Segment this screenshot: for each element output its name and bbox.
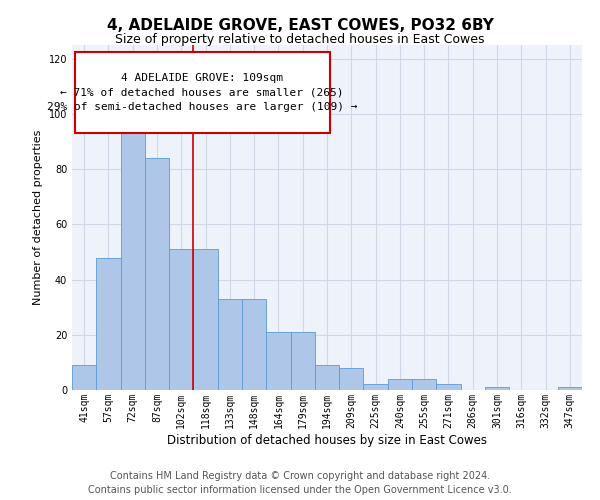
- Bar: [169, 249, 193, 390]
- Bar: [315, 365, 339, 390]
- Text: Size of property relative to detached houses in East Cowes: Size of property relative to detached ho…: [115, 32, 485, 46]
- Text: Contains HM Land Registry data © Crown copyright and database right 2024.
Contai: Contains HM Land Registry data © Crown c…: [88, 471, 512, 495]
- Bar: [364, 384, 388, 390]
- Bar: [121, 117, 145, 390]
- Text: 4, ADELAIDE GROVE, EAST COWES, PO32 6BY: 4, ADELAIDE GROVE, EAST COWES, PO32 6BY: [107, 18, 493, 32]
- Bar: [72, 365, 96, 390]
- Bar: [242, 299, 266, 390]
- Bar: [193, 249, 218, 390]
- Y-axis label: Number of detached properties: Number of detached properties: [33, 130, 43, 305]
- Bar: [388, 379, 412, 390]
- X-axis label: Distribution of detached houses by size in East Cowes: Distribution of detached houses by size …: [167, 434, 487, 446]
- FancyBboxPatch shape: [74, 52, 329, 133]
- Text: 4 ADELAIDE GROVE: 109sqm
← 71% of detached houses are smaller (265)
29% of semi-: 4 ADELAIDE GROVE: 109sqm ← 71% of detach…: [47, 72, 358, 112]
- Bar: [290, 332, 315, 390]
- Bar: [558, 387, 582, 390]
- Bar: [412, 379, 436, 390]
- Bar: [145, 158, 169, 390]
- Bar: [96, 258, 121, 390]
- Bar: [339, 368, 364, 390]
- Bar: [436, 384, 461, 390]
- Bar: [485, 387, 509, 390]
- Bar: [218, 299, 242, 390]
- Bar: [266, 332, 290, 390]
